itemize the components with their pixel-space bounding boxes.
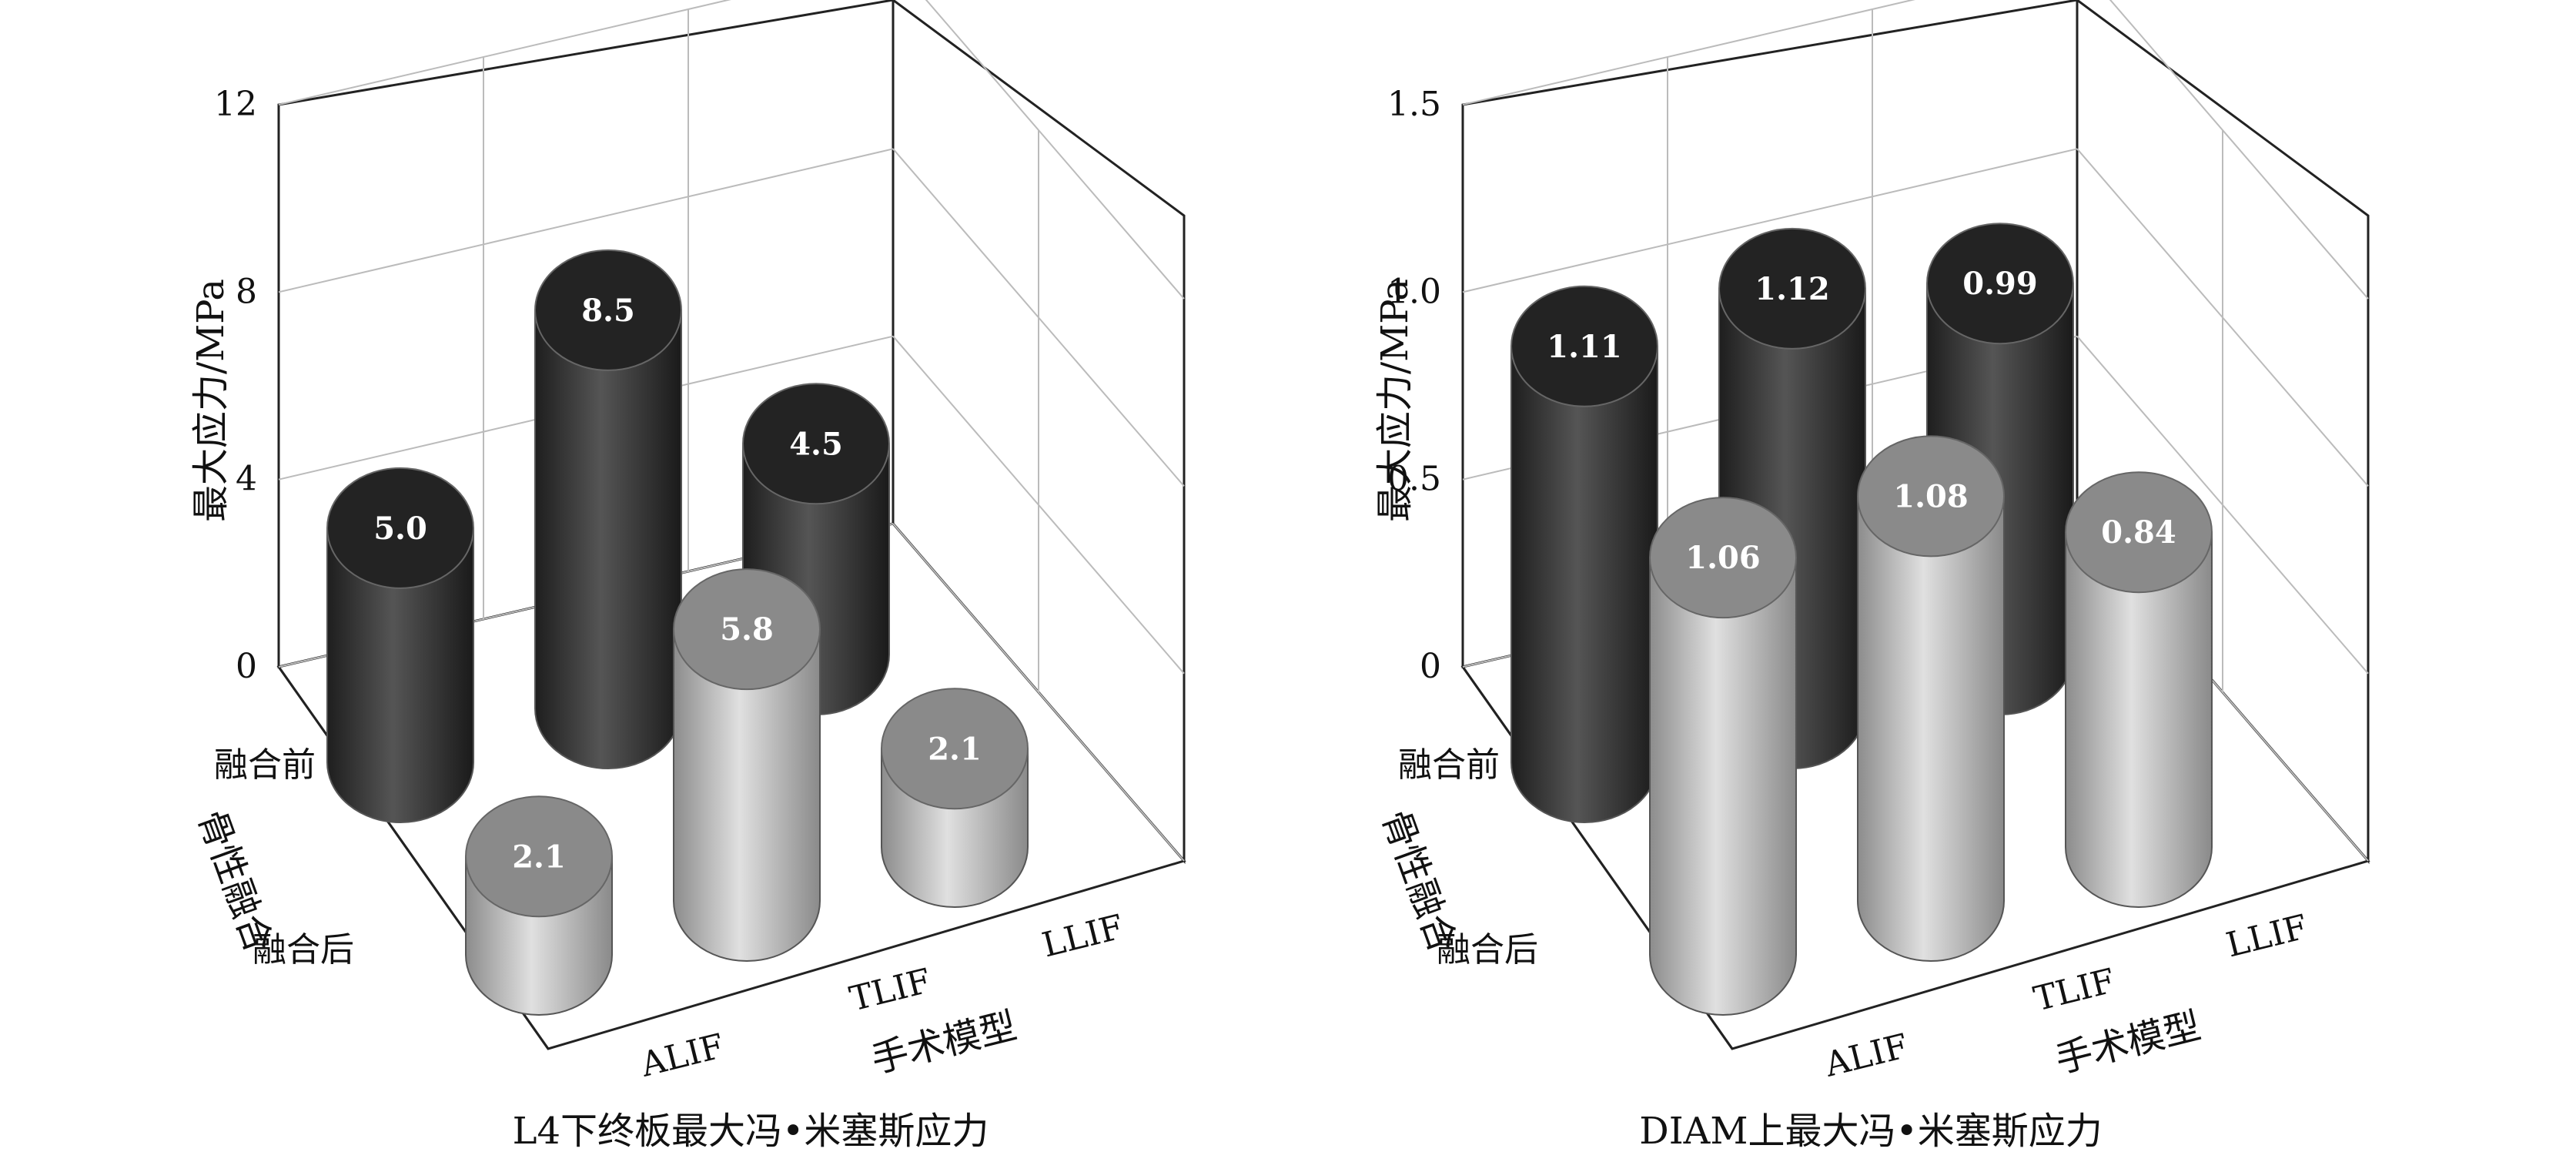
y-tick-label: 1.5	[1387, 85, 1441, 124]
y-tick-label: 12	[214, 85, 257, 124]
depth-tick-label: 融合后	[253, 930, 354, 969]
bar-body	[534, 309, 682, 769]
bar-body	[2065, 531, 2213, 908]
bar-body	[1649, 557, 1797, 1016]
bar: 1.11	[1510, 285, 1658, 823]
data-label: 2.1	[928, 731, 982, 767]
x-axis-title: 手术模型	[2051, 1004, 2205, 1082]
depth-tick-label: 融合前	[214, 745, 316, 785]
bar: 1.08	[1857, 435, 2005, 962]
data-label: 1.11	[1547, 329, 1621, 365]
y-tick-label: 1.0	[1387, 272, 1441, 311]
bar-top	[1510, 285, 1658, 407]
x-tick-label: LLIF	[2223, 907, 2312, 965]
bar-top	[1857, 435, 2005, 558]
bar-top	[2065, 471, 2213, 594]
x-tick-label: ALIF	[1821, 1026, 1912, 1085]
bar-body	[673, 628, 821, 962]
x-axis-title: 手术模型	[867, 1004, 1021, 1082]
bar: 0.84	[2065, 471, 2213, 908]
chart-right: 0 0.5 1.0 1.5 1.11 1.12 0.99 1.06 1.08 0.84 ALIF TL…	[1373, 0, 2370, 1153]
bar: 2.1	[465, 795, 613, 1016]
x-tick-label: LLIF	[1039, 907, 1128, 965]
data-label: 5.0	[373, 511, 427, 547]
bar-body	[1857, 495, 2005, 962]
chart-caption: L4下终板最大冯•米塞斯应力	[513, 1110, 989, 1153]
gridline	[1462, 0, 1915, 105]
data-label: 2.1	[512, 839, 566, 875]
bar: 1.06	[1649, 497, 1797, 1016]
gridline	[278, 0, 731, 105]
data-label: 0.99	[1962, 266, 2037, 302]
bar-body	[326, 527, 474, 823]
data-label: 4.5	[789, 426, 843, 462]
gridline	[278, 148, 894, 293]
y-tick-label: 4	[236, 460, 257, 499]
y-tick-label: 0	[236, 647, 257, 686]
z-axis-title: 骨性融合	[1373, 805, 1464, 959]
bar-top	[465, 795, 613, 918]
gridline	[1462, 148, 2078, 293]
chart-left: 0 4 8 12 5.0 8.5 4.5 2.1 5.8 2.1 ALIF TLIF LLIF 融合前融合…	[189, 0, 1186, 1153]
z-axis-title: 骨性融合	[189, 805, 280, 959]
y-tick-label: 8	[236, 272, 257, 311]
y-tick-label: 0.5	[1387, 460, 1441, 499]
data-label: 1.06	[1685, 540, 1760, 576]
data-label: 0.84	[2101, 514, 2176, 551]
bar-top	[742, 383, 890, 505]
depth-tick-label: 融合后	[1437, 930, 1538, 969]
y-axis-title: 最大应力/MPa	[1373, 279, 1417, 522]
data-label: 8.5	[581, 293, 635, 329]
y-axis-title: 最大应力/MPa	[189, 279, 233, 522]
bar-top	[881, 688, 1029, 810]
bar-top	[1926, 223, 2074, 345]
bar-body	[1510, 345, 1658, 823]
data-label: 5.8	[720, 611, 774, 648]
bar: 8.5	[534, 249, 682, 769]
data-label: 1.08	[1893, 478, 1968, 514]
chart-caption: DIAM上最大冯•米塞斯应力	[1639, 1110, 2103, 1153]
data-label: 1.12	[1755, 271, 1829, 307]
x-tick-label: TLIF	[846, 961, 935, 1019]
depth-tick-label: 融合前	[1398, 745, 1500, 785]
x-tick-label: ALIF	[637, 1026, 728, 1085]
bar-top	[534, 249, 682, 371]
x-tick-label: TLIF	[2030, 961, 2119, 1019]
bar-top	[326, 467, 474, 589]
bar: 5.8	[673, 568, 821, 962]
bar-top	[1718, 227, 1866, 350]
y-tick-label: 0	[1420, 647, 1441, 686]
bar-top	[1649, 497, 1797, 619]
bar-top	[673, 568, 821, 691]
bar: 5.0	[326, 467, 474, 823]
bar: 2.1	[881, 688, 1029, 908]
